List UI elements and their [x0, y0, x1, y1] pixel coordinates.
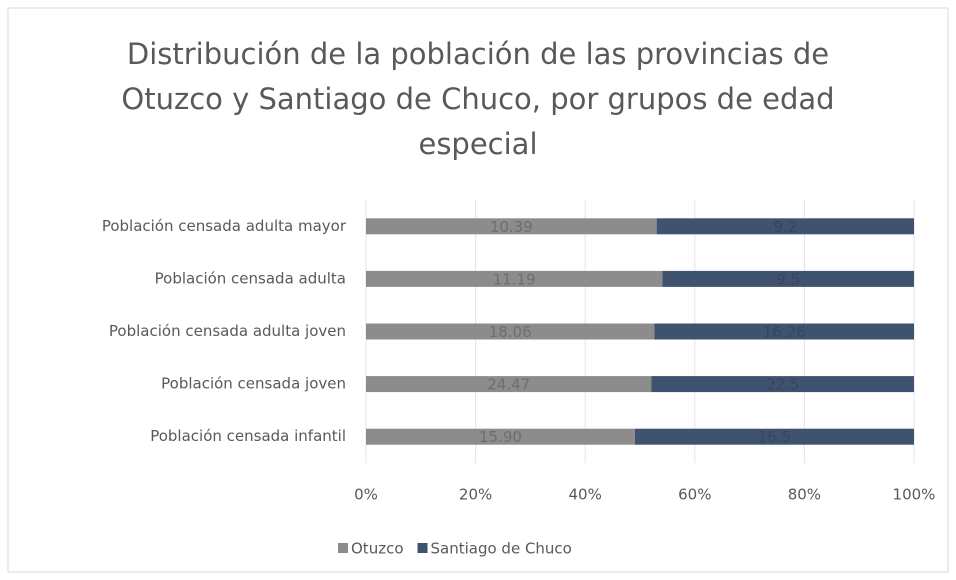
legend-label: Santiago de Chuco [431, 540, 572, 558]
legend-label: Otuzco [351, 540, 404, 558]
data-label: 10.39 [490, 218, 533, 236]
bar-segment [654, 323, 914, 340]
y-tick-label: Población censada adulta joven [109, 322, 346, 340]
x-tick-label: 80% [788, 486, 821, 504]
y-tick-label: Población censada joven [161, 375, 346, 393]
bar-segment [366, 376, 652, 393]
x-tick-label: 40% [569, 486, 602, 504]
data-label: 11.19 [493, 270, 536, 288]
y-tick-label: Población censada adulta mayor [102, 217, 347, 235]
legend-swatch [338, 543, 348, 553]
bar-segment [366, 323, 655, 340]
bar-segment [366, 270, 663, 287]
legend-swatch [417, 543, 428, 553]
data-label: 9.2 [773, 218, 797, 236]
bar-segment [366, 428, 635, 445]
y-tick-label: Población censada adulta [155, 269, 346, 287]
data-label: 15.90 [479, 428, 522, 446]
x-tick-label: 100% [893, 486, 936, 504]
y-tick-label: Población censada infantil [150, 427, 346, 445]
bar-segment [656, 218, 914, 235]
bar-segment [651, 376, 914, 393]
data-label: 24.47 [487, 376, 530, 394]
bar-segment [366, 218, 657, 235]
data-label: 16.26 [763, 323, 806, 341]
bar-segment [634, 428, 914, 445]
data-label: 22.5 [766, 376, 799, 394]
chart-border [7, 7, 949, 573]
chart-title: Distribución de la población de las prov… [121, 37, 835, 161]
x-tick-label: 60% [678, 486, 711, 504]
data-label: 9.5 [776, 270, 800, 288]
bar-segment [662, 270, 914, 287]
data-label: 18.06 [489, 323, 532, 341]
x-tick-label: 20% [459, 486, 492, 504]
x-tick-label: 0% [354, 486, 378, 504]
data-label: 16.5 [758, 428, 791, 446]
